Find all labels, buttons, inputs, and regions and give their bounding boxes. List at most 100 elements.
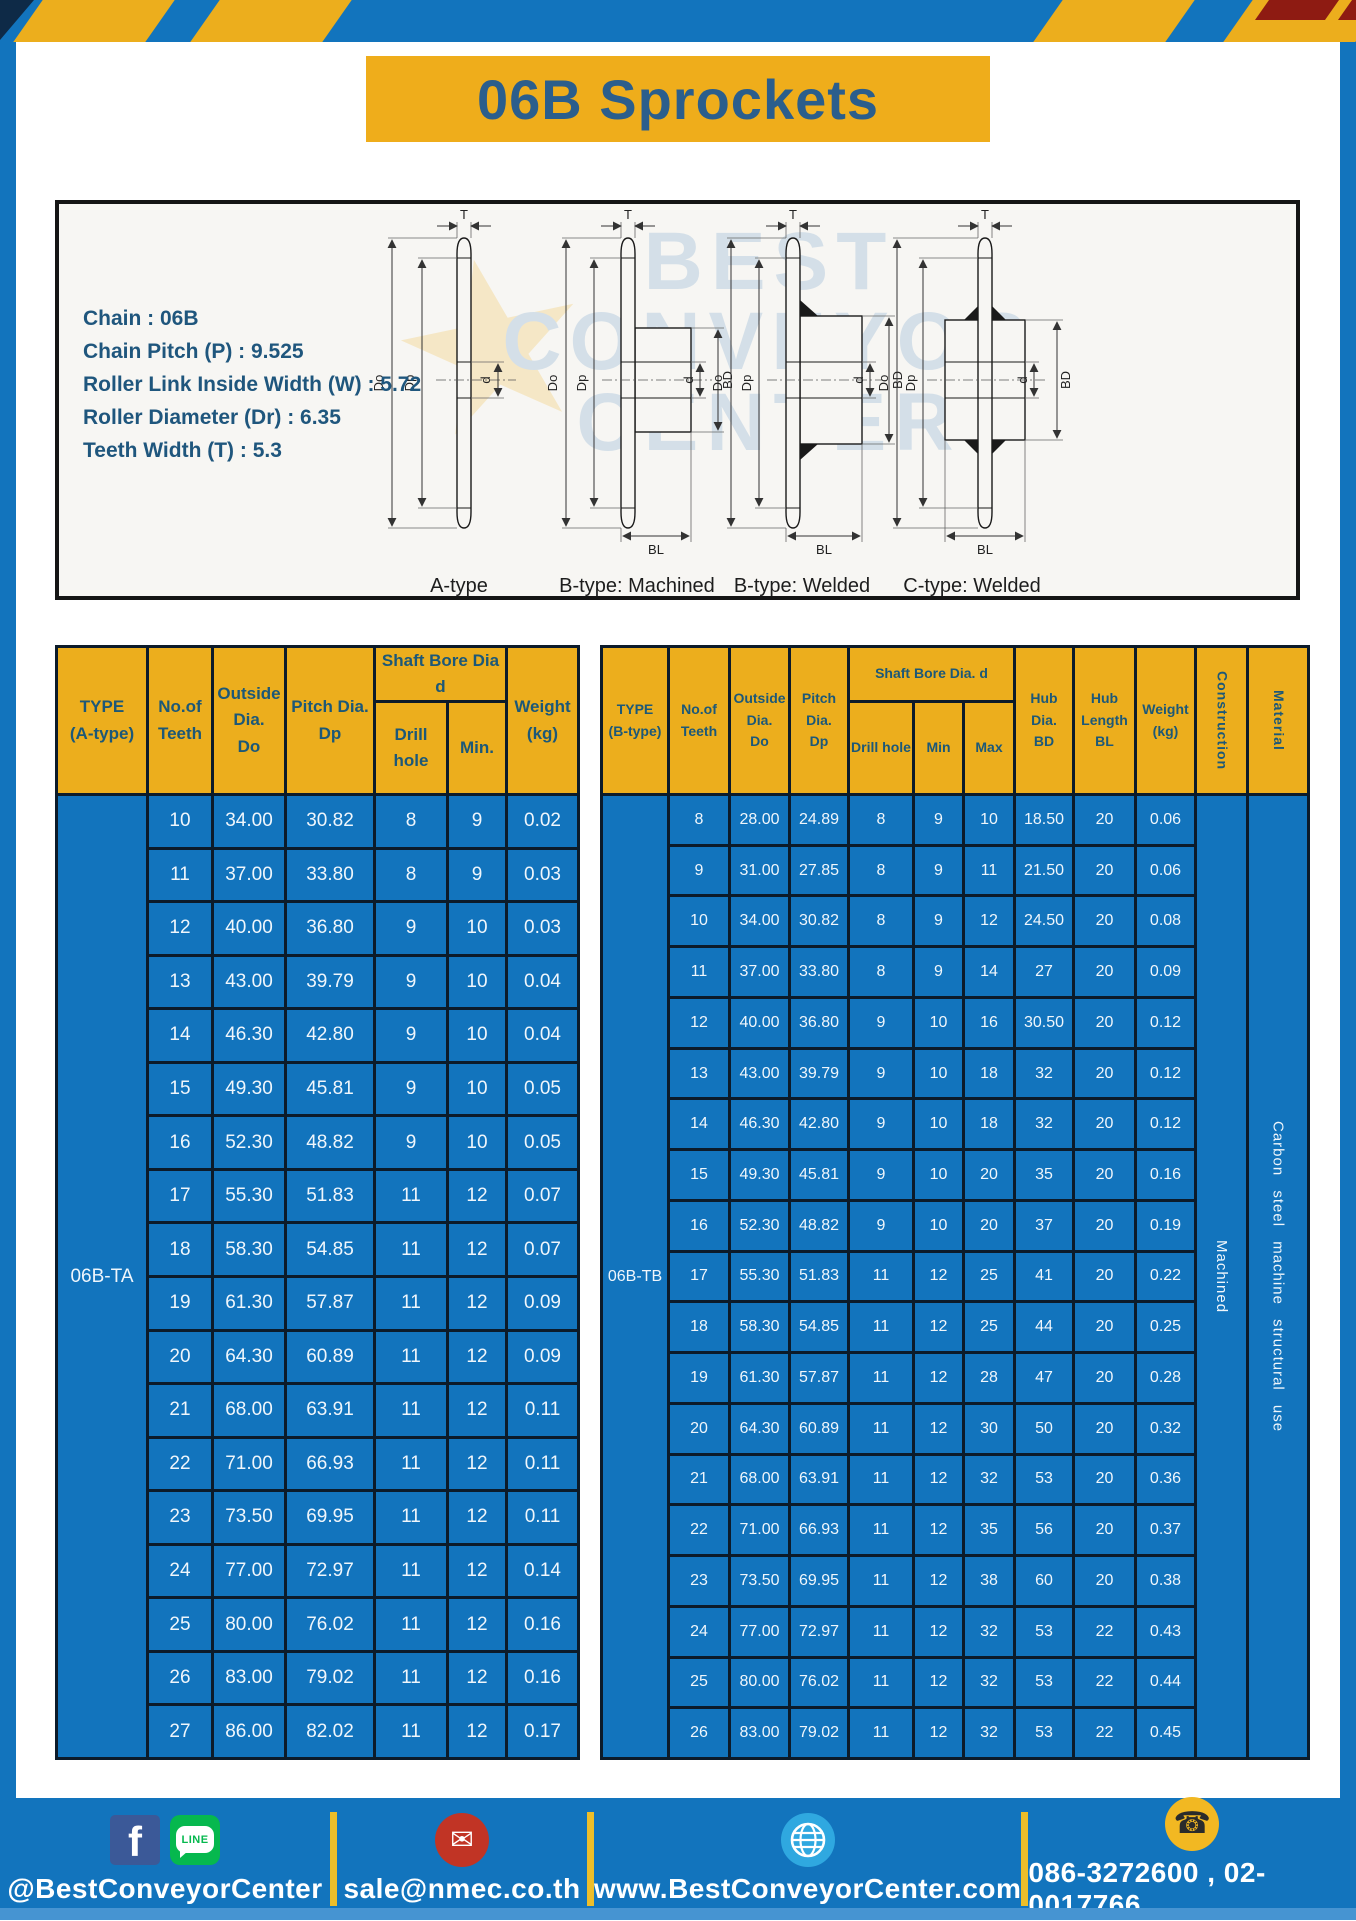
- col-header-hub-length: Hub Length BL: [1075, 648, 1134, 793]
- cell-hub-length: 20: [1075, 1201, 1134, 1250]
- cell-weight: 0.08: [1137, 897, 1194, 946]
- svg-text:Dp: Dp: [903, 375, 918, 392]
- yellow-stripe: [1033, 0, 1195, 42]
- cell-outside-dia: 83.00: [214, 1652, 284, 1704]
- email-address[interactable]: sale@nmec.co.th: [343, 1872, 581, 1904]
- cell-outside-dia: 73.50: [731, 1557, 788, 1605]
- cell-outside-dia: 40.00: [731, 998, 788, 1047]
- cell-min: 10: [449, 1117, 505, 1168]
- cell-hub-dia: 53: [1016, 1455, 1072, 1504]
- cell-teeth: 15: [149, 1063, 211, 1115]
- cell-min: 10: [915, 998, 962, 1047]
- cell-weight: 0.37: [1137, 1506, 1194, 1555]
- cell-pitch-dia: 45.81: [791, 1151, 847, 1199]
- cell-weight: 0.32: [1137, 1404, 1194, 1453]
- page-border-left: [0, 40, 16, 1810]
- cell-outside-dia: 80.00: [214, 1599, 284, 1650]
- figure-b-type-machined: T Do Dp d BD BL B-type: Machined: [542, 207, 735, 597]
- cell-pitch-dia: 79.02: [287, 1652, 373, 1704]
- cell-weight: 0.11: [508, 1385, 577, 1436]
- col-header-outside-dia: Outside Dia. Do: [731, 648, 788, 793]
- cell-min: 12: [449, 1438, 505, 1490]
- cell-weight: 0.04: [508, 956, 577, 1008]
- website-url[interactable]: www.BestConveyorCenter.com: [594, 1872, 1022, 1904]
- cell-outside-dia: 58.30: [731, 1303, 788, 1352]
- svg-text:Dp: Dp: [574, 375, 589, 392]
- cell-weight: 0.09: [508, 1278, 577, 1329]
- cell-teeth: 17: [670, 1252, 728, 1301]
- footer-email-section[interactable]: ✉ sale@nmec.co.th: [337, 1798, 587, 1920]
- cell-hub-length: 20: [1075, 1252, 1134, 1301]
- cell-outside-dia: 64.30: [214, 1331, 284, 1383]
- page-border-right: [1340, 40, 1356, 1810]
- cell-max: 25: [965, 1303, 1013, 1352]
- cell-weight: 0.02: [508, 796, 577, 847]
- cell-weight: 0.06: [1137, 796, 1194, 844]
- col-header-material: Material: [1249, 648, 1307, 793]
- cell-outside-dia: 77.00: [214, 1545, 284, 1597]
- cell-hub-length: 22: [1075, 1607, 1134, 1656]
- cell-drill-hole: 11: [850, 1354, 912, 1402]
- cell-outside-dia: 73.50: [214, 1492, 284, 1543]
- cell-teeth: 25: [149, 1599, 211, 1650]
- cell-drill-hole: 11: [850, 1506, 912, 1555]
- cell-hub-length: 20: [1075, 1506, 1134, 1555]
- figure-c-type-welded: T Do Dp d BD BL C-type: Welded: [876, 207, 1073, 597]
- col-header-construction: Construction: [1197, 648, 1246, 793]
- phone-icon[interactable]: ☎: [1165, 1796, 1220, 1851]
- line-icon[interactable]: LINE: [170, 1814, 220, 1865]
- cell-pitch-dia: 51.83: [791, 1252, 847, 1301]
- col-header-max: Max: [965, 703, 1013, 793]
- cell-teeth: 19: [670, 1354, 728, 1402]
- cell-drill-hole: 9: [376, 1010, 446, 1061]
- email-icon[interactable]: ✉: [435, 1812, 489, 1867]
- cell-weight: 0.03: [508, 903, 577, 954]
- yellow-stripe: [13, 0, 175, 42]
- cell-max: 32: [965, 1658, 1013, 1707]
- cell-drill-hole: 11: [850, 1557, 912, 1605]
- cell-pitch-dia: 66.93: [791, 1506, 847, 1555]
- cell-outside-dia: 43.00: [214, 956, 284, 1008]
- cell-min: 10: [449, 903, 505, 954]
- svg-text:d: d: [681, 376, 696, 383]
- cell-max: 28: [965, 1354, 1013, 1402]
- cell-max: 32: [965, 1455, 1013, 1504]
- cell-weight: 0.12: [1137, 1100, 1194, 1149]
- chain-specs: Chain : 06B Chain Pitch (P) : 9.525 Roll…: [83, 302, 421, 467]
- facebook-icon[interactable]: f: [110, 1814, 160, 1865]
- cell-pitch-dia: 60.89: [287, 1331, 373, 1383]
- cell-min: 12: [449, 1545, 505, 1597]
- svg-text:T: T: [460, 210, 468, 222]
- cell-hub-length: 22: [1075, 1709, 1134, 1757]
- cell-hub-dia: 30.50: [1016, 998, 1072, 1047]
- cell-pitch-dia: 69.95: [791, 1557, 847, 1605]
- cell-drill-hole: 11: [376, 1706, 446, 1757]
- globe-icon[interactable]: [780, 1812, 835, 1867]
- footer-phone-section[interactable]: ☎ 086-3272600 , 02-0017766: [1028, 1796, 1356, 1920]
- footer-website-section[interactable]: www.BestConveyorCenter.com: [594, 1798, 1021, 1920]
- cell-outside-dia: 83.00: [731, 1709, 788, 1757]
- cell-pitch-dia: 76.02: [791, 1658, 847, 1707]
- cell-hub-dia: 50: [1016, 1404, 1072, 1453]
- footer-social-section[interactable]: f LINE @BestConveyorCenter: [0, 1798, 330, 1920]
- cell-teeth: 21: [670, 1455, 728, 1504]
- cell-teeth: 16: [149, 1117, 211, 1168]
- col-header-drill-hole: Drill hole: [376, 703, 446, 793]
- cell-teeth: 26: [149, 1652, 211, 1704]
- cell-teeth: 17: [149, 1170, 211, 1222]
- cell-min: 9: [915, 796, 962, 844]
- col-header-outside-dia: Outside Dia. Do: [214, 648, 284, 793]
- cell-min: 12: [449, 1652, 505, 1704]
- col-header-drill-hole: Drill hole: [850, 703, 912, 793]
- cell-drill-hole: 11: [376, 1492, 446, 1543]
- cell-drill-hole: 8: [376, 849, 446, 901]
- social-handle[interactable]: @BestConveyorCenter: [7, 1872, 323, 1904]
- cell-weight: 0.07: [508, 1224, 577, 1275]
- cell-pitch-dia: 63.91: [791, 1455, 847, 1504]
- cell-weight: 0.11: [508, 1438, 577, 1490]
- b-type-machined-drawing: T Do Dp d BD BL: [545, 207, 735, 557]
- cell-hub-dia: 44: [1016, 1303, 1072, 1352]
- col-header-weight: Weight (kg): [508, 648, 577, 793]
- cell-teeth: 22: [670, 1506, 728, 1555]
- cell-weight: 0.09: [1137, 948, 1194, 996]
